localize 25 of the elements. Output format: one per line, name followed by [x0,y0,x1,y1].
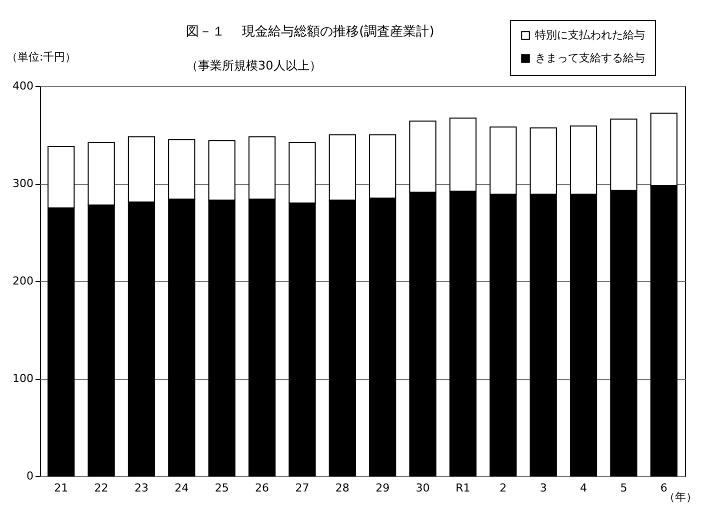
x-tick-label: 5 [620,482,628,494]
x-tick-label: 28 [335,482,350,494]
x-tick-label: 23 [134,482,148,494]
x-tick-label: 24 [174,482,189,494]
x-tick-label: 2 [500,482,507,494]
x-tick-label: 21 [54,482,68,494]
x-tick-label: R1 [456,482,470,494]
chart-title: 図－１ 現金給与総額の推移(調査産業計) [186,24,434,40]
x-tick-label: 4 [580,482,588,494]
x-tick-label: 27 [295,482,310,494]
x-tick-label: 29 [376,482,390,494]
y-tick-label: 0 [26,470,34,482]
x-tick-label: 3 [540,482,547,494]
y-tick-label: 300 [12,177,34,190]
legend-label: 特別に支払われた給与 [535,28,645,42]
x-tick-label: 26 [255,482,270,494]
y-tick-label: 400 [12,80,34,92]
y-tick-label: 100 [12,372,34,385]
x-tick-label: 30 [416,482,430,494]
x-tick-label: 25 [214,482,229,494]
x-tick-label: 22 [94,482,108,494]
y-axis-title: （単位:千円） [6,50,76,64]
legend-label: きまって支給する給与 [535,52,645,64]
chart-subtitle: （事業所規模30人以上） [186,58,322,72]
y-tick-label: 200 [12,274,34,288]
